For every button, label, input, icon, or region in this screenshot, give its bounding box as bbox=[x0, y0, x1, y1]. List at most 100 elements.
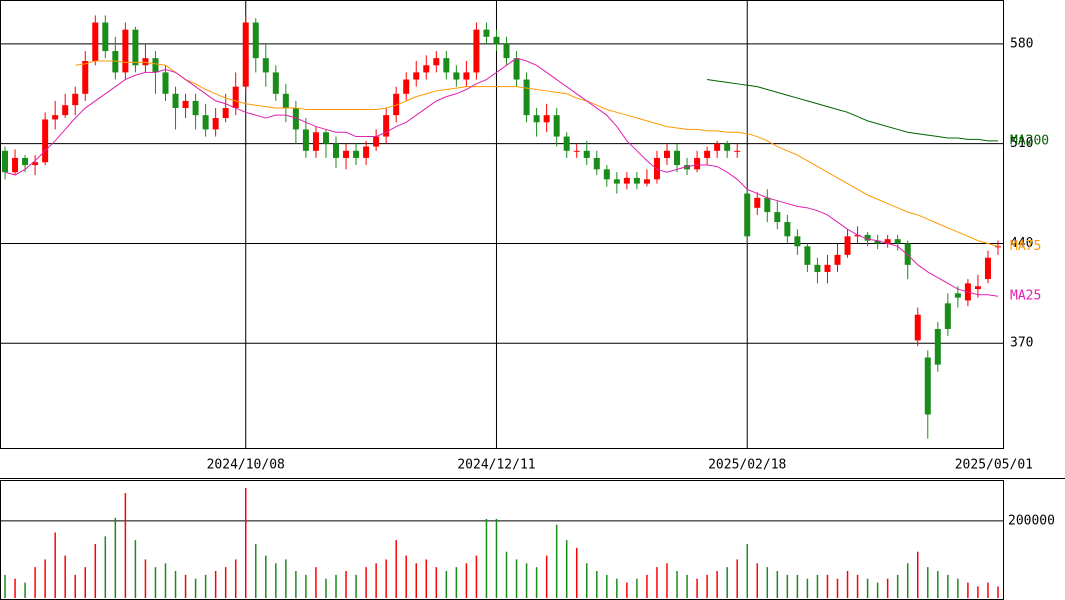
candle-body bbox=[483, 29, 490, 37]
candle-body bbox=[403, 79, 410, 94]
candle-body bbox=[433, 58, 440, 66]
candle-body bbox=[222, 108, 229, 119]
candle-body bbox=[503, 43, 510, 59]
candle-body bbox=[232, 86, 239, 109]
candle-body bbox=[2, 150, 9, 173]
candle-body bbox=[653, 157, 660, 180]
x-tick-label: 2025/05/01 bbox=[955, 458, 1033, 473]
candle-body bbox=[52, 115, 59, 120]
candle-body bbox=[112, 51, 119, 73]
candle-body bbox=[944, 303, 951, 329]
candle-body bbox=[704, 150, 711, 158]
candle-body bbox=[814, 264, 821, 272]
candle-body bbox=[874, 240, 881, 244]
ma-label: MA25 bbox=[1010, 289, 1041, 304]
candle-body bbox=[413, 72, 420, 80]
candle-body bbox=[724, 143, 731, 151]
candle-body bbox=[533, 115, 540, 123]
candle-body bbox=[192, 100, 199, 116]
candle-body bbox=[272, 72, 279, 94]
candle-body bbox=[393, 93, 400, 116]
candle-body bbox=[924, 357, 931, 415]
candle-body bbox=[473, 29, 480, 73]
candle-body bbox=[734, 150, 741, 152]
y-tick-label: 510 bbox=[1010, 136, 1033, 151]
candle-body bbox=[784, 222, 791, 237]
candle-body bbox=[423, 65, 430, 73]
candle-body bbox=[824, 264, 831, 272]
candle-body bbox=[282, 93, 289, 109]
candle-body bbox=[663, 150, 670, 158]
candle-body bbox=[292, 108, 299, 130]
candle-body bbox=[894, 239, 901, 244]
candle-body bbox=[694, 157, 701, 170]
candle-body bbox=[774, 212, 781, 223]
candle-body bbox=[754, 197, 761, 208]
price-frame bbox=[0, 0, 1004, 449]
candle-body bbox=[854, 234, 861, 237]
y-tick-label: 440 bbox=[1010, 236, 1033, 251]
candle-body bbox=[674, 150, 681, 166]
candle-body bbox=[62, 105, 69, 116]
candle-body bbox=[102, 22, 109, 52]
candle-body bbox=[994, 246, 1001, 248]
candle-body bbox=[202, 115, 209, 130]
candle-body bbox=[212, 118, 219, 130]
candle-body bbox=[252, 22, 259, 59]
candle-body bbox=[242, 22, 249, 87]
candle-body bbox=[493, 36, 500, 44]
candle-body bbox=[984, 257, 991, 280]
candle-body bbox=[764, 197, 771, 213]
candle-body bbox=[543, 115, 550, 123]
candle-body bbox=[162, 72, 169, 94]
y-tick-label: 370 bbox=[1010, 336, 1033, 351]
candle-body bbox=[42, 119, 49, 163]
candle-body bbox=[603, 169, 610, 180]
candle-body bbox=[513, 58, 520, 80]
candle-body bbox=[583, 150, 590, 158]
candle-body bbox=[613, 179, 620, 184]
candle-body bbox=[884, 239, 891, 244]
candle-body bbox=[443, 58, 450, 73]
candle-body bbox=[312, 132, 319, 151]
candle-body bbox=[142, 58, 149, 66]
candle-body bbox=[744, 193, 751, 237]
candle-body bbox=[864, 234, 871, 241]
candle-body bbox=[794, 236, 801, 247]
candle-body bbox=[22, 157, 29, 166]
ma-label: MA200 bbox=[1010, 133, 1049, 148]
candle-body bbox=[343, 150, 350, 158]
candle-body bbox=[92, 22, 99, 62]
candle-body bbox=[954, 293, 961, 298]
candle-body bbox=[322, 132, 329, 144]
ma-label: MA75 bbox=[1010, 239, 1041, 254]
candle-body bbox=[262, 58, 269, 73]
candle-body bbox=[623, 177, 630, 184]
candle-body bbox=[804, 246, 811, 265]
candle-body bbox=[333, 143, 340, 158]
candle-body bbox=[152, 58, 159, 73]
volume-tick-label: 200000 bbox=[1008, 513, 1055, 528]
candle-body bbox=[834, 254, 841, 265]
candle-body bbox=[714, 143, 721, 151]
candle-body bbox=[974, 286, 981, 290]
candle-body bbox=[383, 115, 390, 137]
candle-body bbox=[132, 29, 139, 66]
candle-body bbox=[684, 165, 691, 170]
candle-body bbox=[302, 129, 309, 151]
x-tick-label: 2024/12/11 bbox=[457, 458, 535, 473]
candle-body bbox=[463, 72, 470, 80]
volume-frame bbox=[0, 480, 1004, 600]
candle-body bbox=[122, 29, 129, 73]
candle-body bbox=[523, 79, 530, 116]
ma-line bbox=[707, 79, 998, 142]
candle-body bbox=[182, 100, 189, 109]
candle-body bbox=[32, 162, 39, 166]
ma-line bbox=[75, 60, 999, 247]
ma-line bbox=[4, 57, 999, 297]
candle-body bbox=[643, 179, 650, 184]
x-tick-label: 2025/02/18 bbox=[708, 458, 786, 473]
candle-body bbox=[934, 328, 941, 365]
candle-body bbox=[593, 157, 600, 170]
